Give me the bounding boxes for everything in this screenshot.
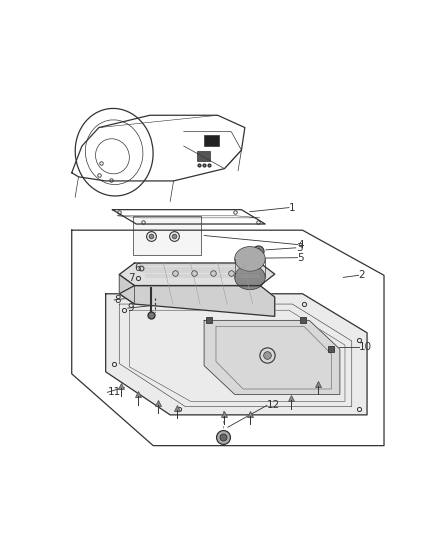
Text: 9: 9 [128, 303, 134, 313]
Text: 5: 5 [297, 253, 304, 263]
Polygon shape [119, 286, 275, 317]
Ellipse shape [235, 247, 265, 271]
FancyBboxPatch shape [204, 134, 219, 146]
Polygon shape [204, 320, 340, 394]
Text: 4: 4 [297, 239, 304, 249]
FancyBboxPatch shape [197, 151, 210, 161]
Text: 7: 7 [128, 273, 134, 283]
Text: 1: 1 [289, 203, 296, 213]
FancyBboxPatch shape [133, 216, 201, 255]
Polygon shape [119, 274, 134, 304]
Ellipse shape [235, 265, 265, 289]
Text: 3: 3 [296, 243, 302, 253]
Polygon shape [106, 294, 367, 415]
Text: 11: 11 [107, 387, 120, 397]
Text: 6: 6 [134, 263, 141, 273]
Text: 12: 12 [267, 400, 280, 410]
Text: 8: 8 [114, 295, 121, 305]
Text: 10: 10 [359, 342, 372, 352]
Text: 2: 2 [359, 270, 365, 280]
Polygon shape [119, 263, 275, 286]
